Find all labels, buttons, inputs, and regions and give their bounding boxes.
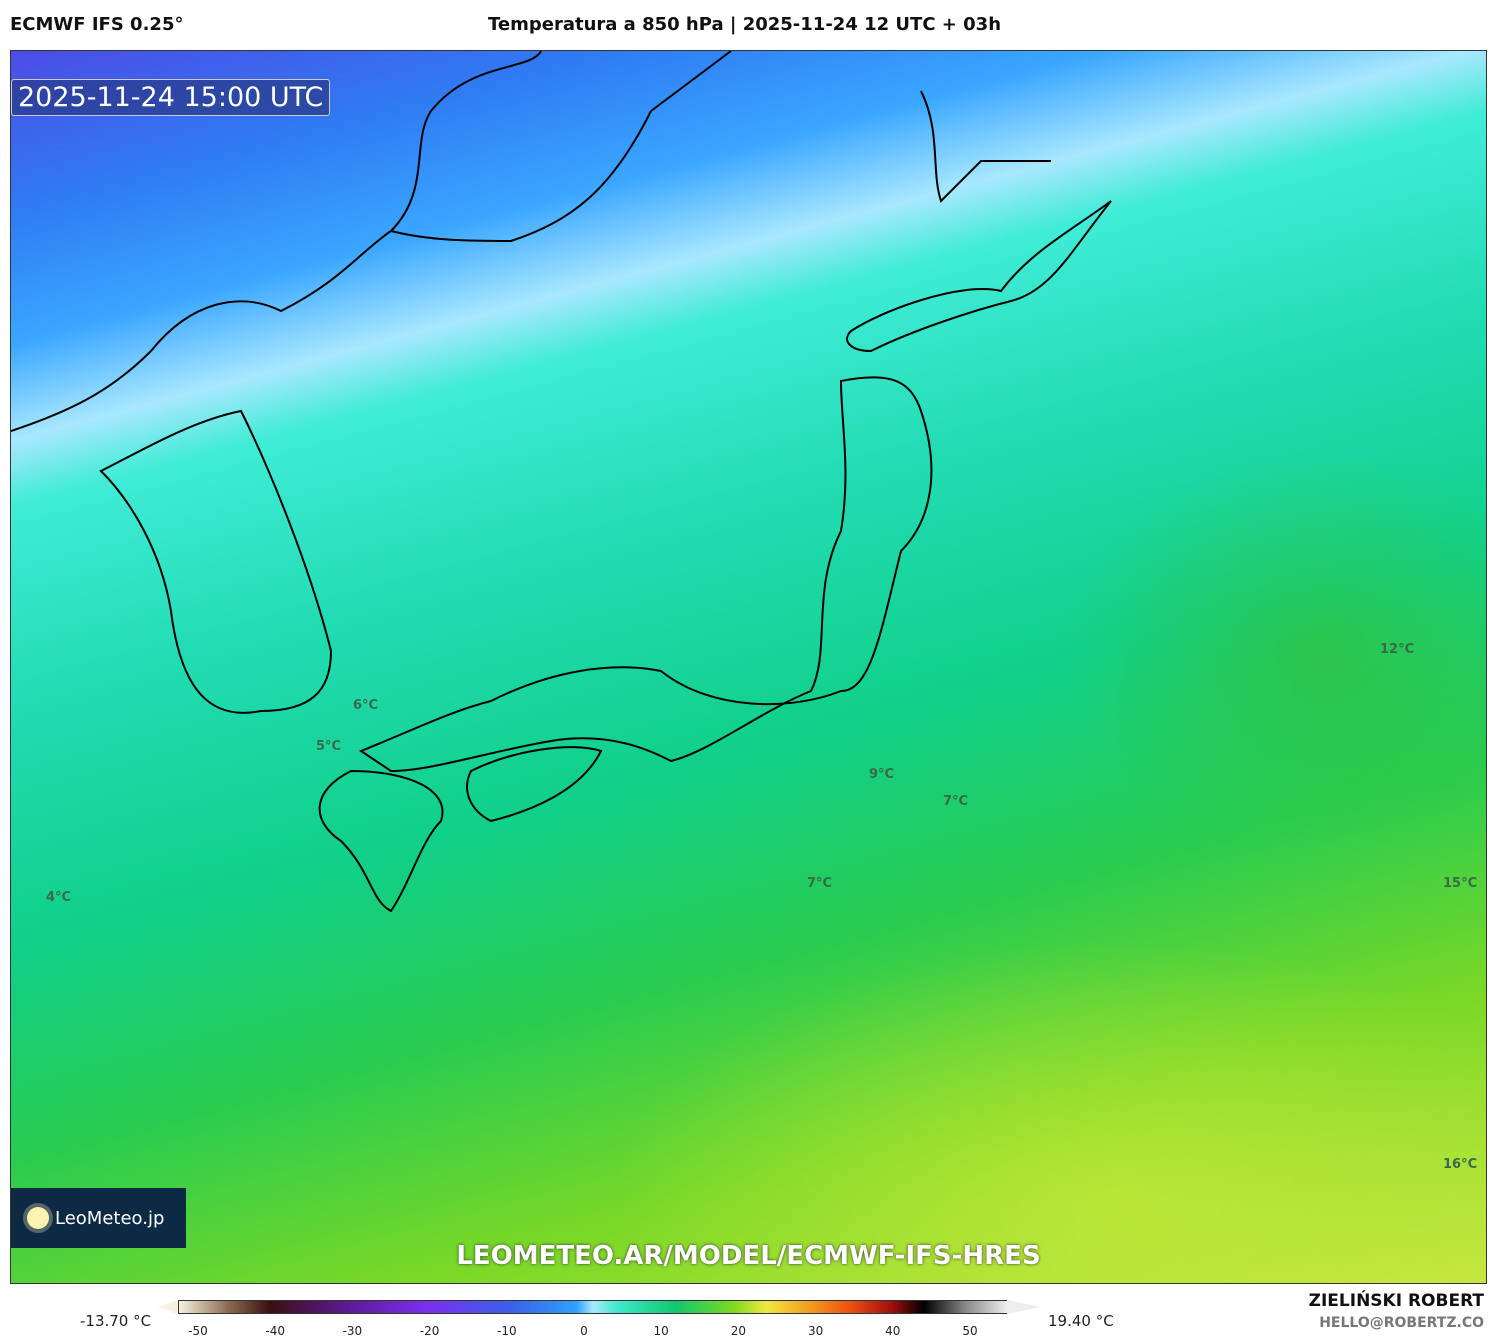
logo-text: LeoMeteo.jp [55,1207,165,1229]
colorbar-tick: -30 [342,1324,363,1338]
author-email: HELLO@ROBERTZ.CO [1319,1315,1484,1331]
colorbar-tick: 50 [962,1324,978,1338]
contour-label: 15°C [1443,876,1478,891]
max-value: 19.40 °C [1048,1312,1114,1330]
contour-label: 7°C [943,794,969,809]
min-value: -13.70 °C [80,1312,152,1330]
contour-label: 7°C [807,876,833,891]
author-name: ZIELIŃSKI ROBERT [1308,1291,1484,1311]
colorbar-tick: 40 [885,1324,901,1338]
map-title: Temperatura a 850 hPa | 2025-11-24 12 UT… [488,14,1002,35]
colorbar-tick: 10 [653,1324,669,1338]
contour-label: 9°C [869,767,895,782]
contour-label: 16°C [1443,1157,1478,1172]
contour-label: 5°C [316,739,342,754]
colorbar-min-arrow [158,1300,178,1314]
leometeo-logo: LeoMeteo.jp [11,1188,186,1248]
colorbar-max-arrow [1007,1300,1041,1314]
colorbar-tick: -40 [265,1324,285,1338]
colorbar-tick: -10 [496,1324,517,1338]
contour-label: 12°C [1380,642,1415,657]
contour-label: 6°C [353,698,379,713]
watermark-url: LEOMETEO.AR/MODEL/ECMWF-IFS-HRES [456,1241,1041,1271]
colorbar-tick: -50 [188,1324,208,1338]
colorbar-tick: -20 [419,1324,440,1338]
colorbar-tick: 20 [730,1324,747,1338]
sun-icon [27,1207,49,1229]
contour-label: 4°C [46,890,72,905]
model-name: ECMWF IFS 0.25° [10,14,184,35]
colorbar [178,1300,1008,1314]
temperature-map: 2025-11-24 15:00 UTC 6°C 5°C 4°C 9°C 7°C… [10,50,1487,1284]
coastlines [11,51,1112,913]
colorbar-tick: 0 [580,1324,588,1338]
valid-time-label: 2025-11-24 15:00 UTC [11,79,331,116]
colorbar-tick: 30 [807,1324,824,1338]
